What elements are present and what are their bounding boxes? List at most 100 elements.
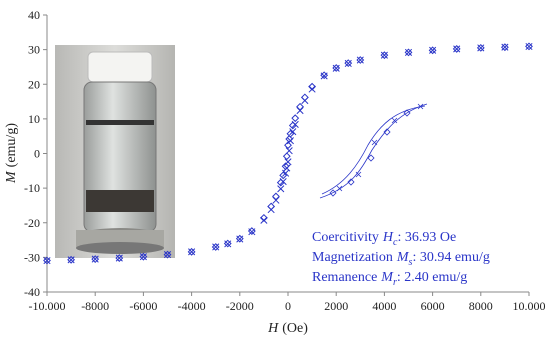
annotation: Remanence Mr: 2.40 emu/g [312,270,467,288]
data-point [286,129,295,138]
data-point [223,239,232,248]
data-point [291,120,299,128]
annotation: Magnetization Ms: 30.94 emu/g [312,250,490,268]
data-point [276,178,285,187]
annotation-value: : 36.93 Oe [397,230,456,245]
data-point [332,64,340,72]
x-tick-label: -6000 [129,299,157,313]
y-tick-label: 20 [28,77,40,91]
x-unit: (Oe) [282,321,308,336]
x-tick-label: 2000 [324,299,348,313]
data-point [453,45,461,53]
data-point [211,243,220,251]
data-point [429,46,437,54]
y-axis-title: M (emu/g) [4,123,19,184]
data-point [289,128,297,136]
x-symbol: H [267,321,279,336]
y-tick-label: -20 [24,216,40,230]
annotation-subscript: c [393,237,398,248]
data-point [296,107,304,115]
data-point [236,235,244,243]
annotation-subscript: s [409,257,413,268]
data-point [260,216,268,224]
y-tick-label: 0 [34,147,40,161]
x-tick-label: -10.000 [29,299,66,313]
data-point [43,256,51,265]
x-tick-label: 10.000 [513,299,546,313]
data-point [286,137,294,145]
annotation-symbol: M [380,270,394,285]
data-point [279,171,288,180]
annotation-value: : 30.94 emu/g [412,250,489,265]
data-point [224,240,232,248]
x-tick-label: -2000 [226,299,254,313]
data-point [284,158,292,166]
data-point [188,248,196,256]
data-point [284,141,292,150]
photo-inset [55,45,175,258]
x-tick-label: 0 [285,299,291,313]
annotation-symbol: H [382,230,394,245]
data-point [300,93,309,102]
data-point [282,152,291,161]
data-point [500,43,509,52]
data-point [115,254,123,262]
data-point [187,247,196,256]
data-point [67,256,75,264]
data-point [320,72,328,80]
y-tick-label: 30 [28,43,40,57]
data-point [272,196,280,204]
y-tick-label: -30 [24,250,40,264]
data-point [277,185,285,193]
data-point [259,213,268,222]
series [43,42,533,265]
data-point [163,250,172,259]
data-point [476,43,485,52]
annotation: Coercitivity Hc: 36.93 Oe [312,230,456,248]
x-tick-label: 4000 [372,299,396,313]
data-point [285,147,293,155]
data-point [163,251,172,259]
y-symbol: M [4,170,19,184]
x-axis-title: H (Oe) [267,321,308,336]
data-point [139,252,148,261]
data-point [332,64,341,72]
x-tick-label: -4000 [178,299,206,313]
data-point [288,121,297,130]
annotation-subscript: r [393,277,397,288]
annotation-value: : 2.40 emu/g [397,270,467,285]
data-point [525,42,533,51]
annotation-label: Coercitivity [312,230,379,245]
data-point [67,255,76,264]
data-point [283,164,291,172]
data-point [308,85,316,93]
data-point [344,59,353,68]
y-tick-label: -40 [24,285,40,299]
data-point [301,96,309,105]
annotation-label: Magnetization [312,250,393,265]
x-tick-label: 6000 [421,299,445,313]
data-point [404,48,413,57]
annotation-symbol: M [396,250,410,265]
data-point [356,56,365,64]
y-tick-label: -10 [24,181,40,195]
y-tick-label: 40 [28,8,40,22]
data-point [139,253,147,261]
data-point [404,48,413,56]
x-tick-label: -8000 [81,299,109,313]
data-point [308,82,317,91]
data-point [267,202,276,211]
data-point [428,46,437,55]
data-point [291,114,300,123]
data-point [212,243,220,251]
y-unit: (emu/g) [4,123,19,168]
data-point [380,51,389,60]
annotation-label: Remanence [312,270,377,285]
x-tick-label: 8000 [469,299,493,313]
data-point [115,254,124,262]
data-point [356,56,364,64]
zoom-inset [319,103,428,199]
data-point [235,234,244,243]
data-point [380,51,388,59]
